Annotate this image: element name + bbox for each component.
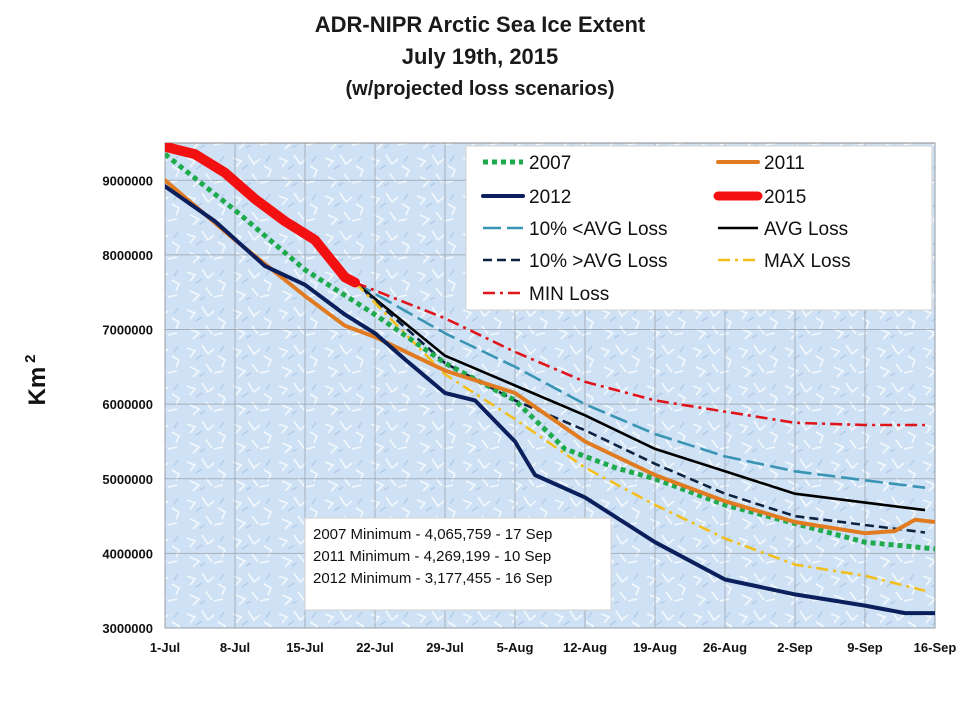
series-line-min-loss <box>354 281 925 427</box>
legend-label-2015: 2015 <box>764 187 806 208</box>
legend-label-min-loss: MIN Loss <box>529 284 609 305</box>
chart-title: ADR-NIPR Arctic Sea Ice Extent <box>314 12 646 37</box>
legend-label-avg-loss: AVG Loss <box>764 219 848 240</box>
y-tick-label: 8000000 <box>102 248 153 263</box>
series-group <box>165 143 935 616</box>
y-tick-label: 5000000 <box>102 472 153 487</box>
x-tick-label: 1-Jul <box>150 640 180 655</box>
chart-subtitle: July 19th, 2015 <box>401 44 559 69</box>
y-tick-label: 3000000 <box>102 621 153 636</box>
y-tick-label: 9000000 <box>102 173 153 188</box>
x-tick-label: 29-Jul <box>426 640 464 655</box>
x-tick-label: 22-Jul <box>356 640 394 655</box>
series-line-2015 <box>165 143 360 288</box>
y-axis-label: Km2 <box>22 354 51 405</box>
legend-box <box>465 145 933 311</box>
legend-label-max-loss: MAX Loss <box>764 251 851 272</box>
legend-label-2012: 2012 <box>529 187 571 208</box>
legend-label-10-avg-loss: 10% >AVG Loss <box>529 251 668 272</box>
annotation-minimum: 2007 Minimum - 4,065,759 - 17 Sep <box>313 526 552 543</box>
x-tick-label: 12-Aug <box>563 640 607 655</box>
series-line-avg-loss <box>354 281 926 512</box>
y-tick-label: 6000000 <box>102 397 153 412</box>
legend-label-10-avg-loss: 10% <AVG Loss <box>529 219 668 240</box>
series-line-2011 <box>165 178 935 536</box>
annotation-minimum: 2011 Minimum - 4,269,199 - 10 Sep <box>313 548 551 565</box>
y-tick-label: 4000000 <box>102 546 153 561</box>
x-tick-label: 9-Sep <box>847 640 882 655</box>
x-tick-label: 5-Aug <box>497 640 534 655</box>
legend-label-2007: 2007 <box>529 153 571 174</box>
x-tick-label: 2-Sep <box>777 640 812 655</box>
x-tick-label: 26-Aug <box>703 640 747 655</box>
x-tick-label: 15-Jul <box>286 640 324 655</box>
series-line-2012 <box>165 184 935 616</box>
x-tick-label: 19-Aug <box>633 640 677 655</box>
chart-subtitle-2: (w/projected loss scenarios) <box>345 78 615 100</box>
series-line-max-loss <box>354 281 926 592</box>
annotation-minimum: 2012 Minimum - 3,177,455 - 16 Sep <box>313 570 552 587</box>
series-line-10-avg-loss <box>354 281 926 534</box>
series-line-10-avg-loss <box>354 281 926 489</box>
annotation-box <box>304 517 612 611</box>
y-tick-label: 7000000 <box>102 323 153 338</box>
legend-label-2011: 2011 <box>764 153 805 174</box>
x-tick-label: 8-Jul <box>220 640 250 655</box>
x-tick-label: 16-Sep <box>914 640 957 655</box>
